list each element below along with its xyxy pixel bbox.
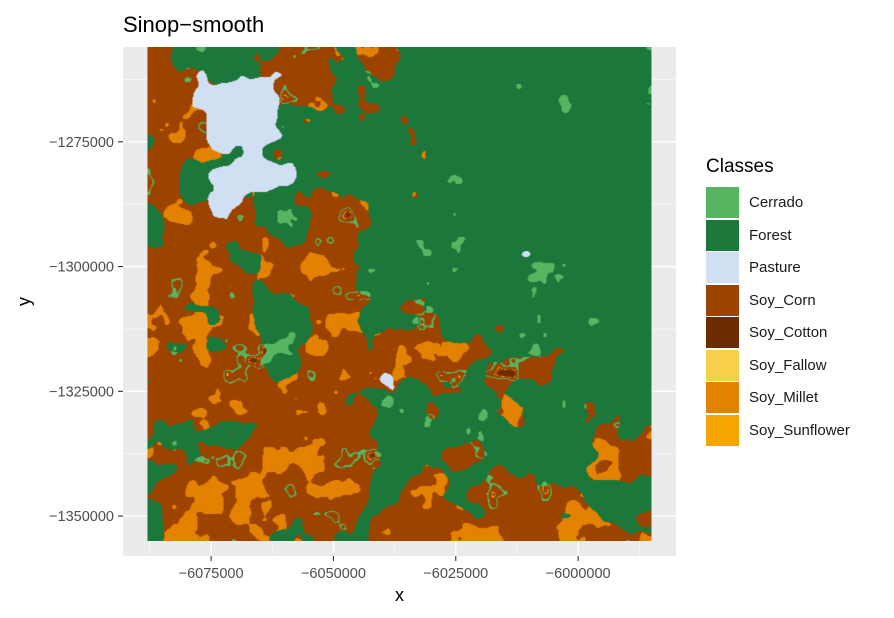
legend-label: Pasture — [749, 259, 801, 276]
legend-item-soy-corn: Soy_Corn — [706, 284, 886, 317]
y-tick-label: −1300000 — [49, 260, 114, 276]
chart-title: Sinop−smooth — [123, 12, 265, 37]
legend-swatch — [706, 219, 739, 251]
legend-swatch — [706, 284, 739, 316]
x-tick-label: −6000000 — [546, 566, 611, 582]
legend-label: Soy_Sunflower — [749, 421, 850, 439]
classified-raster — [147, 47, 652, 541]
legend-title: Classes — [706, 156, 774, 177]
legend-item-soy-cotton: Soy_Cotton — [706, 317, 886, 349]
legend-swatch — [706, 349, 739, 381]
legend-swatch — [706, 382, 739, 413]
legend-label: Soy_Corn — [749, 291, 816, 309]
x-tick-label: −6025000 — [423, 566, 488, 582]
y-tick-label: −1350000 — [49, 509, 114, 525]
legend-swatch — [706, 414, 739, 446]
legend-item-soy-millet: Soy_Millet — [706, 382, 886, 414]
legend-item-forest: Forest — [706, 219, 886, 252]
legend-label: Soy_Fallow — [749, 356, 827, 374]
legend-swatch — [706, 252, 739, 283]
legend-item-pasture: Pasture — [706, 252, 886, 284]
legend-swatch — [706, 187, 739, 218]
legend-label: Soy_Millet — [749, 389, 819, 406]
x-axis-label: x — [395, 585, 404, 605]
legend-label: Forest — [749, 226, 792, 244]
legend-item-soy-sunflower: Soy_Sunflower — [706, 414, 886, 447]
legend-swatch — [706, 317, 739, 348]
y-tick-label: −1325000 — [49, 384, 114, 400]
x-tick-label: −6075000 — [179, 566, 244, 582]
legend-item-soy-fallow: Soy_Fallow — [706, 349, 886, 382]
legend-label: Soy_Cotton — [749, 324, 828, 341]
y-tick-label: −1275000 — [49, 135, 114, 151]
legend-item-cerrado: Cerrado — [706, 187, 886, 219]
y-axis-label: y — [14, 297, 34, 306]
legend-label: Cerrado — [749, 194, 804, 211]
x-tick-label: −6050000 — [301, 566, 366, 582]
